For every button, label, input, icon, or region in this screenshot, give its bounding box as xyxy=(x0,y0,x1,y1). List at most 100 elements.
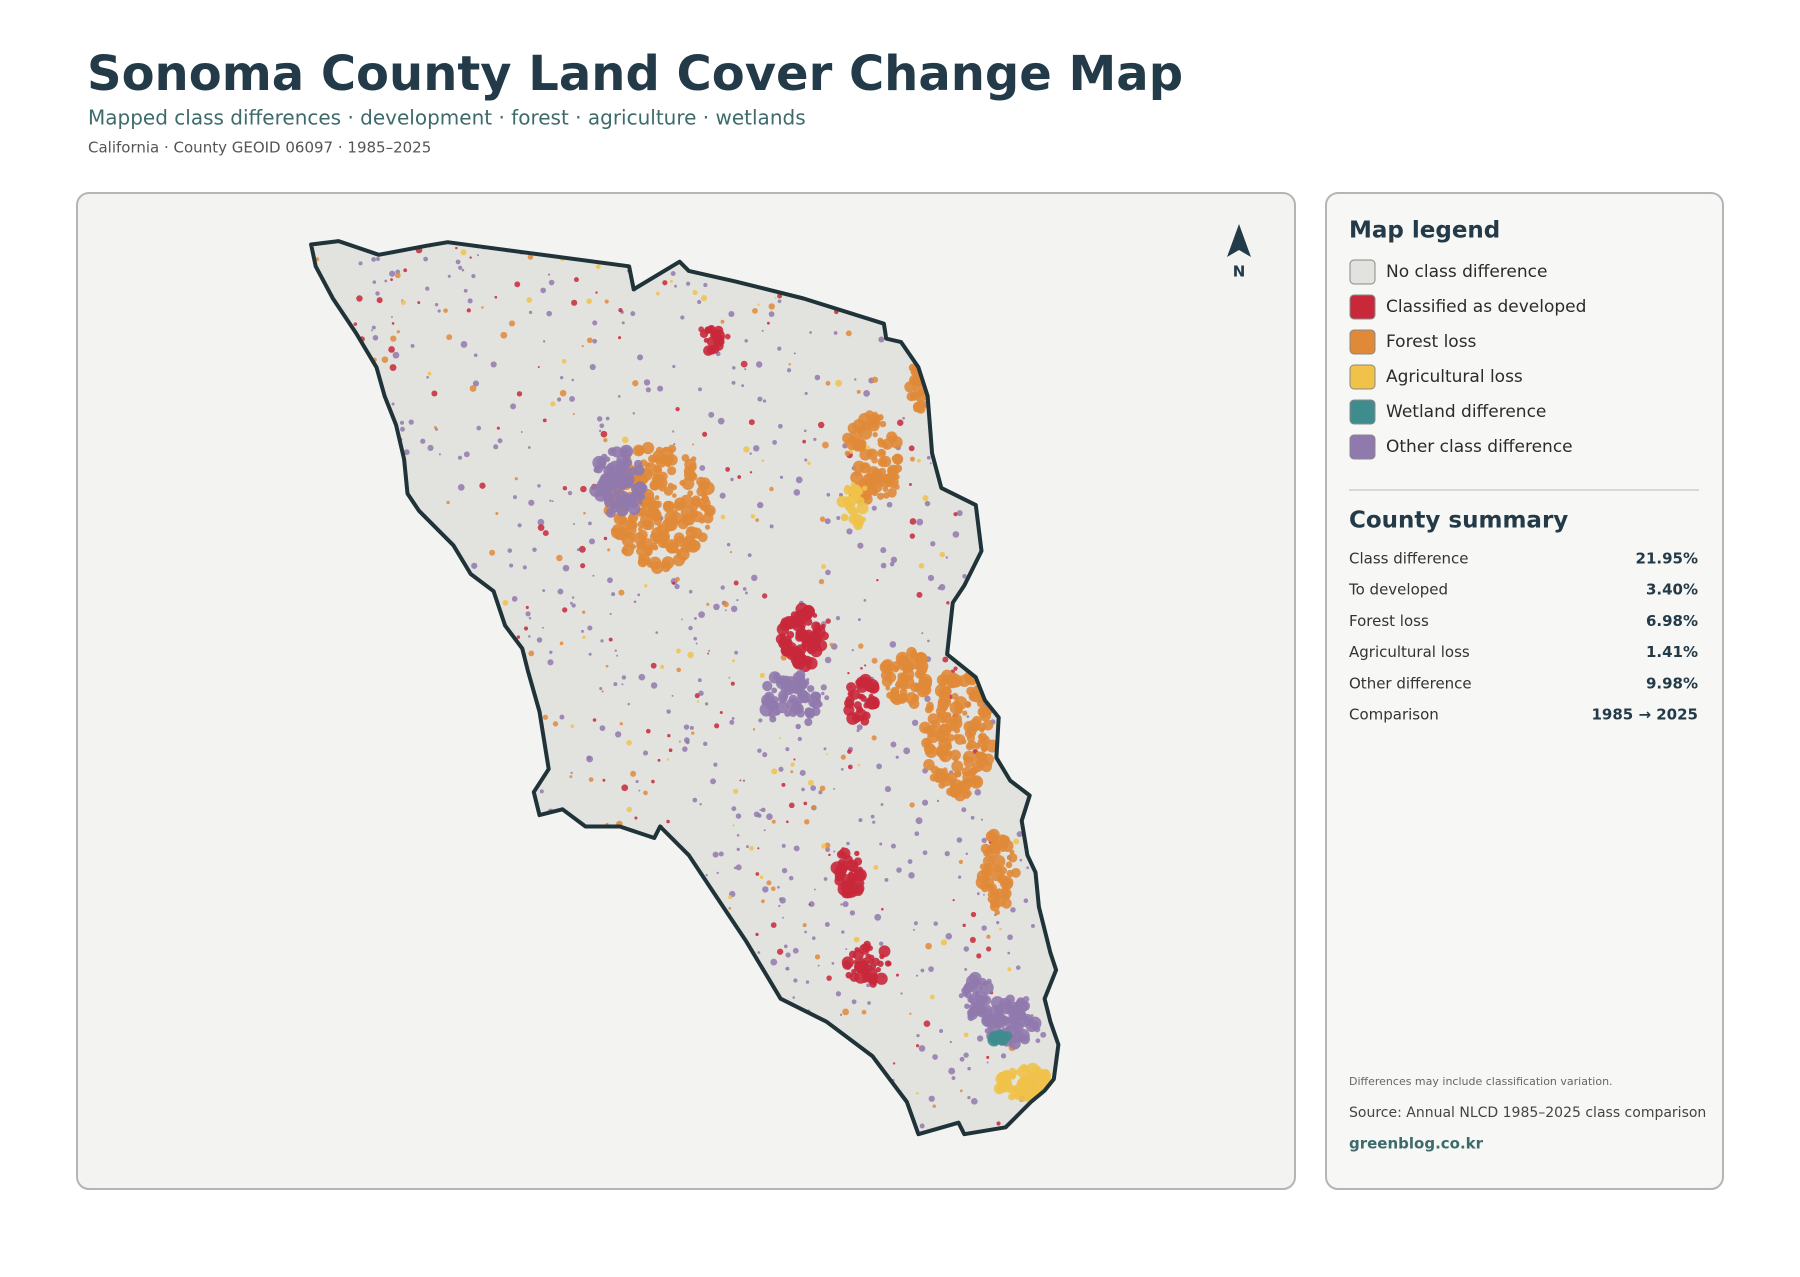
title: Sonoma County Land Cover Change Map xyxy=(87,46,1183,102)
change-patch xyxy=(627,514,638,525)
change-patch xyxy=(657,534,668,545)
speckle xyxy=(1000,1053,1007,1059)
speckle xyxy=(671,694,674,697)
change-patch xyxy=(1033,1065,1042,1073)
change-patch xyxy=(807,685,815,693)
speckle xyxy=(939,551,945,558)
speckle xyxy=(552,721,559,727)
speckle xyxy=(755,518,760,523)
speckle xyxy=(537,484,541,488)
change-patch xyxy=(688,462,697,472)
speckle xyxy=(580,563,586,569)
speckle xyxy=(951,1076,956,1080)
speckle xyxy=(586,337,593,344)
speckle xyxy=(607,548,611,552)
speckle xyxy=(372,335,379,341)
change-patch xyxy=(672,509,678,515)
change-patch xyxy=(647,502,654,509)
change-patch xyxy=(820,631,829,641)
speckle xyxy=(469,256,472,259)
change-patch xyxy=(887,476,899,489)
change-patch xyxy=(984,865,992,873)
speckle xyxy=(723,601,729,608)
speckle xyxy=(981,837,987,844)
speckle xyxy=(757,303,760,306)
speckle xyxy=(605,664,609,668)
speckle xyxy=(841,930,845,934)
speckle xyxy=(514,281,521,288)
speckle xyxy=(614,649,617,652)
speckle xyxy=(420,438,426,444)
speckle xyxy=(880,547,887,554)
speckle xyxy=(822,441,829,449)
speckle xyxy=(876,763,882,770)
speckle xyxy=(670,271,676,277)
speckle xyxy=(900,992,903,995)
speckle xyxy=(655,631,659,634)
speckle xyxy=(1007,934,1013,941)
speckle xyxy=(842,901,849,908)
speckle xyxy=(797,736,802,742)
speckle xyxy=(728,676,731,679)
speckle xyxy=(1040,1031,1047,1038)
speckle xyxy=(681,618,684,621)
summary-label: Comparison xyxy=(1349,706,1439,724)
change-patch xyxy=(870,700,880,709)
change-patch xyxy=(999,845,1007,852)
speckle xyxy=(502,599,509,606)
speckle xyxy=(828,853,831,857)
change-patch xyxy=(949,749,961,761)
speckle xyxy=(656,291,660,296)
change-patch xyxy=(690,497,700,507)
speckle xyxy=(811,805,817,810)
speckle xyxy=(817,421,825,429)
speckle xyxy=(743,446,750,453)
speckle xyxy=(542,589,546,592)
change-patch xyxy=(857,444,865,452)
speckle xyxy=(588,521,592,526)
speckle xyxy=(694,617,697,620)
speckle xyxy=(632,412,635,415)
speckle xyxy=(907,859,913,864)
change-patch xyxy=(776,701,789,714)
speckle xyxy=(1007,967,1012,972)
speckle xyxy=(788,363,791,366)
speckle xyxy=(749,452,752,455)
speckle xyxy=(549,650,553,654)
speckle xyxy=(878,336,885,343)
speckle xyxy=(588,777,594,782)
change-patch xyxy=(962,790,971,799)
speckle xyxy=(1030,923,1035,928)
speckle xyxy=(965,852,969,856)
speckle xyxy=(958,859,964,865)
speckle xyxy=(974,789,982,796)
speckle xyxy=(396,330,400,334)
speckle xyxy=(774,296,777,299)
change-patch xyxy=(633,464,645,476)
speckle xyxy=(932,1054,938,1060)
speckle xyxy=(909,533,916,539)
speckle xyxy=(657,758,661,762)
change-patch xyxy=(605,507,616,518)
change-patch xyxy=(632,482,644,494)
speckle xyxy=(762,886,769,893)
change-patch xyxy=(648,454,657,464)
speckle xyxy=(381,356,389,363)
speckle xyxy=(908,872,915,879)
speckle xyxy=(687,651,694,659)
change-patch xyxy=(908,698,920,710)
speckle xyxy=(686,281,691,286)
change-patch xyxy=(702,512,714,524)
speckle xyxy=(731,806,737,812)
speckle xyxy=(804,391,808,395)
change-patch xyxy=(930,765,940,775)
change-patch xyxy=(804,707,815,718)
speckle xyxy=(761,459,765,462)
speckle xyxy=(528,650,535,657)
speckle xyxy=(581,629,584,633)
speckle xyxy=(717,417,725,425)
speckle xyxy=(613,682,618,687)
speckle xyxy=(879,842,883,846)
speckle xyxy=(781,867,788,874)
